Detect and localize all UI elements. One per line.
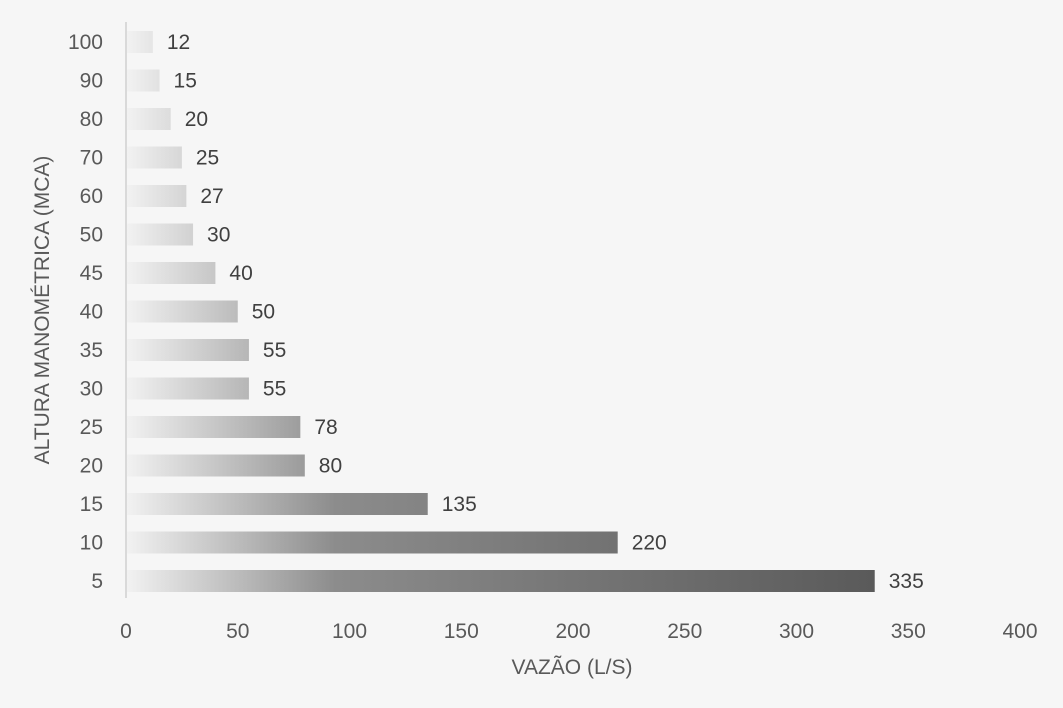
- data-label: 30: [207, 224, 230, 247]
- bar-60: [127, 185, 187, 207]
- y-tick-label: 35: [80, 339, 103, 362]
- y-tick-label: 50: [80, 224, 103, 247]
- data-label: 55: [263, 339, 286, 362]
- data-label: 25: [196, 147, 219, 170]
- bar-5: [127, 570, 875, 592]
- x-tick-label: 150: [444, 620, 479, 643]
- y-tick-label: 60: [80, 185, 103, 208]
- x-tick-label: 300: [779, 620, 814, 643]
- data-label: 220: [632, 532, 667, 555]
- bar-20: [127, 454, 305, 477]
- data-label: 12: [167, 31, 190, 54]
- x-tick-labels: 0 50 100 150 200 250 300 350 400: [120, 620, 1037, 643]
- y-tick-label: 15: [80, 493, 103, 516]
- x-tick-label: 250: [667, 620, 702, 643]
- x-tick-label: 350: [891, 620, 926, 643]
- y-tick-label: 40: [80, 301, 103, 324]
- y-tick-label: 80: [80, 108, 103, 131]
- data-label: 80: [319, 455, 342, 478]
- bar-40: [127, 300, 238, 323]
- data-label: 20: [185, 108, 208, 131]
- bars: [127, 31, 875, 592]
- y-tick-label: 70: [80, 147, 103, 170]
- y-tick-label: 5: [91, 570, 103, 593]
- data-label: 27: [200, 185, 223, 208]
- y-tick-label: 90: [80, 70, 103, 93]
- bar-100: [127, 31, 153, 53]
- data-label: 135: [442, 493, 477, 516]
- y-tick-label: 20: [80, 455, 103, 478]
- data-label: 335: [889, 570, 924, 593]
- data-label: 78: [314, 416, 337, 439]
- bar-80: [127, 108, 171, 130]
- x-tick-label: 400: [1002, 620, 1037, 643]
- x-tick-label: 100: [332, 620, 367, 643]
- x-tick-label: 50: [226, 620, 249, 643]
- x-tick-label: 200: [555, 620, 590, 643]
- y-tick-label: 100: [68, 31, 103, 54]
- bar-25: [127, 416, 301, 438]
- y-axis-title: ALTURA MANOMÉTRICA (MCA): [31, 156, 54, 465]
- bar-10: [127, 531, 618, 554]
- bar-90: [127, 69, 160, 92]
- y-tick-label: 45: [80, 262, 103, 285]
- bar-35: [127, 339, 249, 361]
- bar-15: [127, 493, 428, 515]
- data-label: 55: [263, 378, 286, 401]
- y-tick-label: 30: [80, 378, 103, 401]
- bar-70: [127, 146, 182, 169]
- data-label: 50: [252, 301, 275, 324]
- y-tick-label: 25: [80, 416, 103, 439]
- x-tick-label: 0: [120, 620, 132, 643]
- data-label: 15: [174, 70, 197, 93]
- bar-50: [127, 223, 194, 246]
- y-tick-labels: 100 90 80 70 60 50 45 40 35 30 25 20 15 10 5: [68, 31, 103, 593]
- x-axis-title: VAZÃO (L/S): [512, 655, 633, 679]
- data-label: 40: [229, 262, 252, 285]
- y-tick-label: 10: [80, 532, 103, 555]
- bar-30: [127, 377, 249, 400]
- bar-45: [127, 262, 216, 284]
